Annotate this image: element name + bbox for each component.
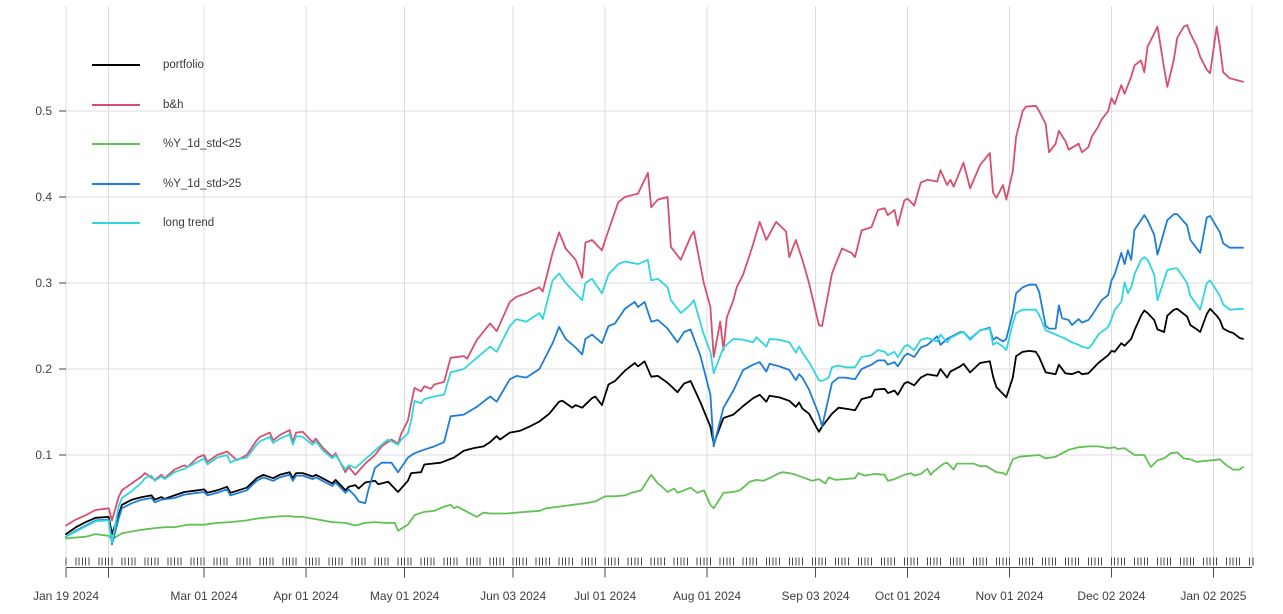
x-tick-label: Aug 01 2024 xyxy=(673,589,741,603)
legend-item-long-trend[interactable]: long trend xyxy=(92,213,214,233)
x-tick-label: Jan 02 2025 xyxy=(1180,589,1246,603)
x-tick-label: Oct 01 2024 xyxy=(875,589,941,603)
y-tick-label: 0.3 xyxy=(35,276,52,290)
legend-line-swatch xyxy=(92,64,140,66)
legend-item-portfolio[interactable]: portfolio xyxy=(92,55,204,75)
legend-label: portfolio xyxy=(163,59,204,71)
x-tick-label: May 01 2024 xyxy=(370,589,440,603)
series-line-y-1d-std-25 xyxy=(65,213,1244,546)
legend-item-y-1d-std-25[interactable]: %Y_1d_std>25 xyxy=(92,174,241,194)
x-tick-label: Mar 01 2024 xyxy=(170,589,238,603)
x-minor-ticks xyxy=(65,557,1254,566)
x-tick-label: Nov 01 2024 xyxy=(976,589,1044,603)
y-tick-label: 0.2 xyxy=(35,362,52,376)
legend-line-swatch xyxy=(92,143,140,145)
x-tick-label: Jan 19 2024 xyxy=(33,589,99,603)
x-tick-label: Apr 01 2024 xyxy=(273,589,339,603)
legend-label: b&h xyxy=(163,98,184,111)
series-line-b-h xyxy=(65,24,1244,527)
x-tick-label: Sep 03 2024 xyxy=(782,589,850,603)
legend-line-swatch xyxy=(92,222,140,224)
series-line-y-1d-std-25 xyxy=(65,445,1244,541)
legend-label: %Y_1d_std>25 xyxy=(163,177,242,190)
x-tick-label: Dec 02 2024 xyxy=(1077,589,1145,603)
series-line-portfolio xyxy=(65,307,1244,535)
y-tick-label: 0.1 xyxy=(35,448,52,462)
y-tick-label: 0.5 xyxy=(35,104,52,118)
legend-item-y-1d-std-25[interactable]: %Y_1d_std<25 xyxy=(92,134,241,154)
legend-line-swatch xyxy=(92,103,140,106)
y-axis: 0.1 0.2 0.3 0.4 0.5 xyxy=(35,104,66,462)
y-tick-label: 0.4 xyxy=(35,190,52,204)
x-tick-label: Jul 01 2024 xyxy=(574,589,636,603)
legend-line-swatch xyxy=(92,182,140,185)
series-line-long-trend xyxy=(65,256,1244,544)
x-axis: Jan 19 2024 Mar 01 2024 Apr 01 2024 May 01 … xyxy=(33,557,1254,603)
legend-item-b-h[interactable]: b&h xyxy=(92,95,183,115)
legend-label: %Y_1d_std<25 xyxy=(163,138,242,150)
legend-label: long trend xyxy=(163,217,215,229)
x-tick-label: Jun 03 2024 xyxy=(480,589,546,603)
